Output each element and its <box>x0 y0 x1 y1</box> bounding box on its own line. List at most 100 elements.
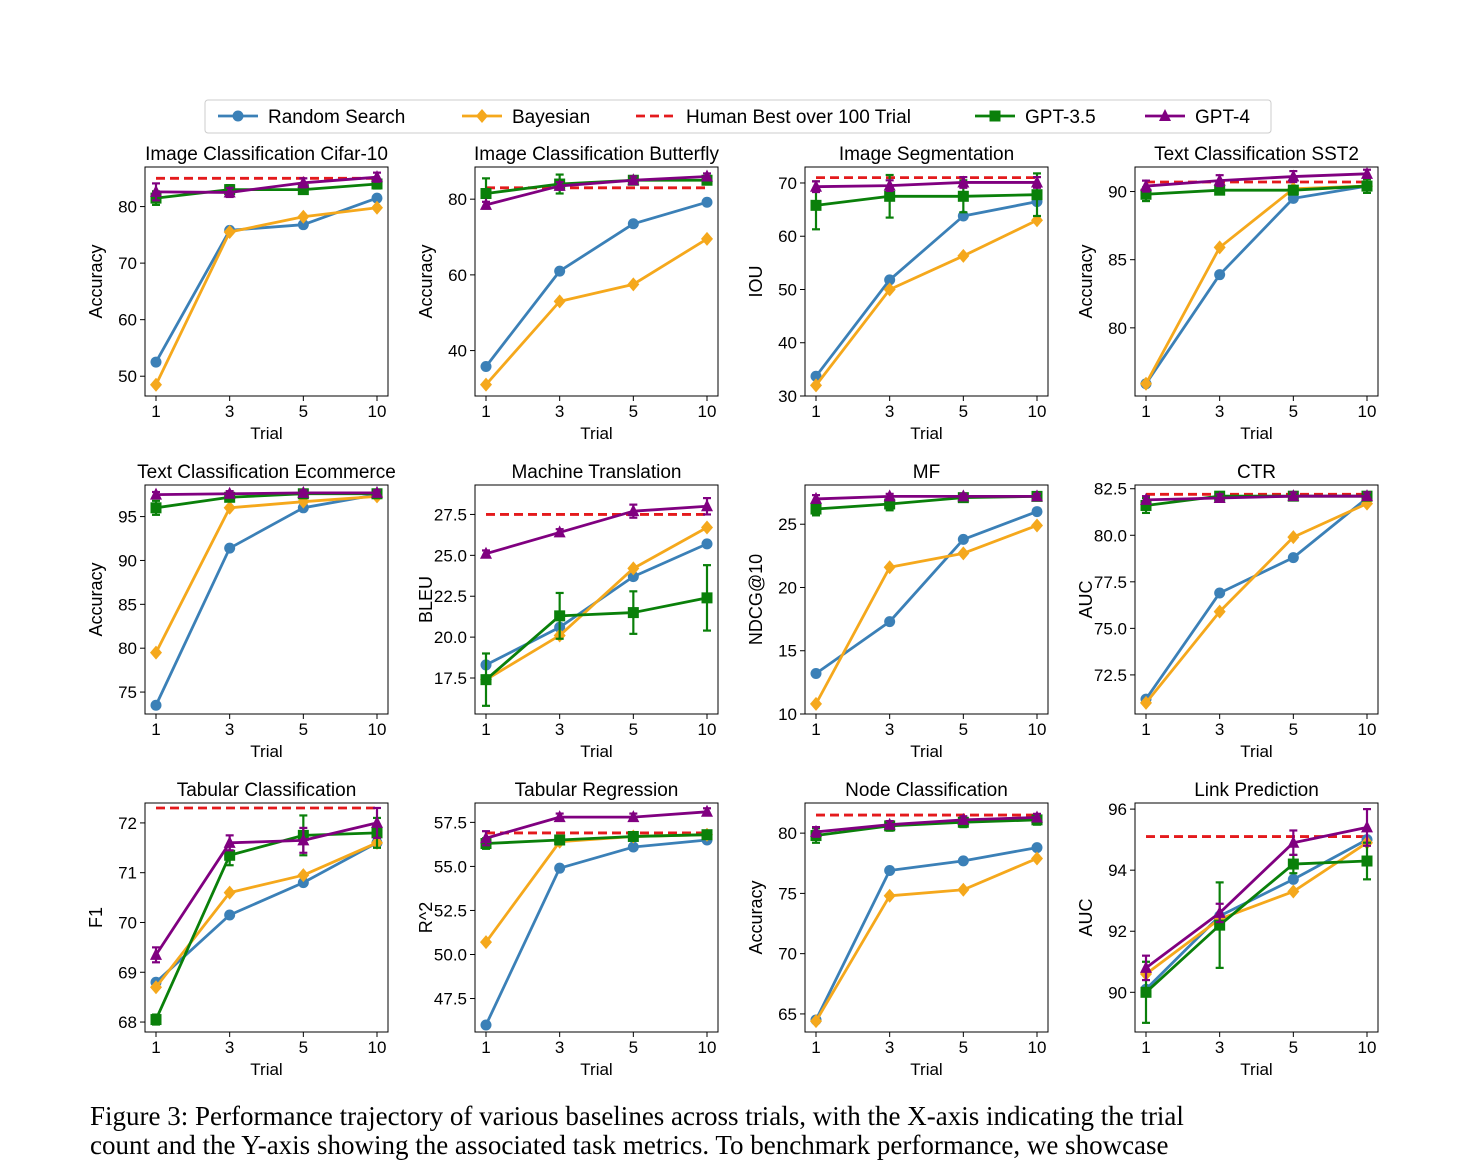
series-bayesian <box>810 851 1043 1029</box>
x-axis-label: Trial <box>910 742 942 761</box>
data-point <box>810 824 822 837</box>
x-axis-label: Trial <box>580 742 612 761</box>
data-point <box>1140 695 1152 710</box>
series-line <box>484 833 708 943</box>
x-tick-label: 1 <box>151 1038 160 1057</box>
series-line <box>814 218 1038 387</box>
data-point <box>810 491 822 504</box>
y-tick-label: 92 <box>1108 922 1127 941</box>
panel-title: Tabular Classification <box>177 780 357 801</box>
y-axis-label: Accuracy <box>416 244 436 318</box>
data-point <box>150 947 162 960</box>
plot-frame <box>474 484 719 715</box>
data-point <box>1031 842 1043 854</box>
y-axis-label: Accuracy <box>86 562 106 636</box>
data-point <box>297 209 310 224</box>
series-line <box>1145 838 1368 991</box>
series-line <box>484 200 708 368</box>
data-point <box>1287 884 1300 899</box>
x-axis-label: Trial <box>910 1060 942 1079</box>
y-tick-label: 75 <box>778 884 797 903</box>
data-point <box>957 248 970 263</box>
legend-frame <box>204 99 1272 134</box>
data-point <box>701 196 713 208</box>
series-line <box>1144 502 1368 704</box>
data-point <box>1213 604 1226 619</box>
y-tick-label: 50.0 <box>434 945 467 964</box>
data-point <box>1031 810 1043 823</box>
y-tick-label: 96 <box>1108 800 1127 819</box>
y-tick-label: 80.0 <box>1094 526 1127 545</box>
data-point <box>480 197 492 210</box>
y-axis-label: NDCG@10 <box>746 554 766 645</box>
data-point <box>224 909 236 921</box>
data-point <box>1031 189 1043 201</box>
y-tick-label: 60 <box>778 227 797 246</box>
series-bayesian <box>810 518 1043 711</box>
data-point <box>810 370 822 382</box>
y-tick-label: 71 <box>118 864 137 883</box>
panel-machine-translation: Machine Translation 17.5 20.0 22.5 25.0 27.5 1… <box>416 462 719 761</box>
series-line <box>1144 184 1368 385</box>
x-tick-label: 1 <box>1141 402 1150 421</box>
panel-link-prediction: Link Prediction 90 92 94 96 1 3 5 10 Trial AUC <box>1076 780 1379 1079</box>
series-line <box>154 821 378 956</box>
y-tick-label: 82.5 <box>1094 480 1127 499</box>
data-point <box>1213 240 1226 255</box>
data-point <box>1140 376 1152 391</box>
x-tick-label: 10 <box>698 1038 717 1057</box>
y-tick-label: 60 <box>118 311 137 330</box>
data-point <box>1031 175 1043 188</box>
data-point <box>627 561 640 576</box>
y-tick-label: 15 <box>778 642 797 661</box>
panel-image-classification-butterfly: Image Classification Butterfly 40 60 80 1 3 5 1… <box>416 144 719 443</box>
series-line <box>154 206 378 386</box>
panel-text-classification-ecommerce: Text Classification Ecommerce 75 80 85 90 95 1… <box>86 462 396 761</box>
data-point <box>957 489 970 502</box>
y-tick-label: 20.0 <box>434 628 467 647</box>
data-point <box>223 885 236 900</box>
y-tick-label: 30 <box>778 387 797 406</box>
x-tick-label: 1 <box>811 720 820 739</box>
data-point <box>627 504 640 517</box>
data-point <box>1361 180 1373 192</box>
y-tick-label: 68 <box>118 1013 137 1032</box>
series-gpt-4 <box>810 489 1043 504</box>
y-tick-label: 90 <box>1108 183 1127 202</box>
data-point <box>554 265 566 277</box>
data-point <box>371 815 383 828</box>
data-point <box>223 835 236 848</box>
x-axis-label: Trial <box>250 424 282 443</box>
x-tick-label: 5 <box>629 720 638 739</box>
series-gpt-4 <box>150 170 383 202</box>
x-tick-label: 1 <box>481 1038 490 1057</box>
x-tick-label: 5 <box>1289 402 1298 421</box>
data-point <box>554 834 566 846</box>
series-line <box>814 200 1038 378</box>
series-bayesian <box>1140 496 1373 710</box>
y-tick-label: 70 <box>118 913 137 932</box>
data-point <box>957 812 970 825</box>
series-line <box>1145 859 1368 994</box>
data-point <box>1361 166 1373 179</box>
data-point <box>627 841 639 853</box>
y-tick-label: 80 <box>448 190 467 209</box>
data-point <box>627 830 639 842</box>
data-point <box>701 520 713 535</box>
data-point <box>297 877 309 889</box>
data-point <box>223 185 236 198</box>
x-tick-label: 1 <box>481 720 490 739</box>
series-bayesian <box>480 827 713 950</box>
y-axis-label: AUC <box>1076 898 1096 936</box>
series-line <box>1145 184 1368 196</box>
data-point <box>1140 188 1152 200</box>
series-line <box>485 833 708 845</box>
data-point <box>883 888 896 903</box>
x-tick-label: 1 <box>1141 720 1150 739</box>
x-axis-label: Trial <box>910 424 942 443</box>
series-bayesian <box>480 231 713 392</box>
data-point <box>371 170 383 183</box>
panel-title: CTR <box>1237 462 1276 483</box>
data-point <box>1287 169 1300 182</box>
data-point <box>883 489 896 502</box>
